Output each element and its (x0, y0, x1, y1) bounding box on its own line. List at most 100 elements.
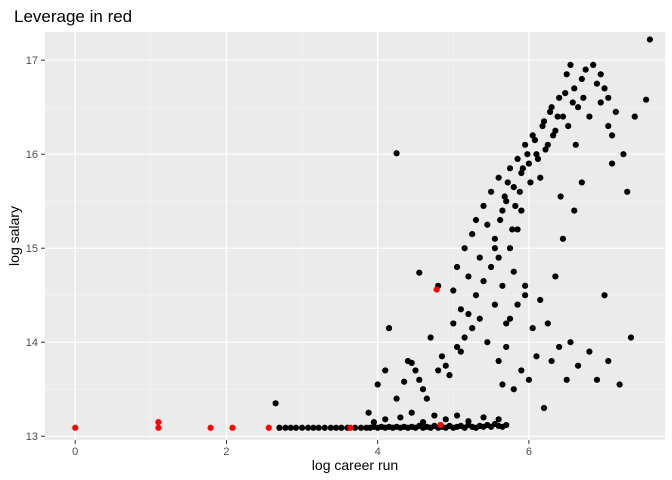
data-point (506, 165, 514, 172)
axis-ticks: 0 2 4 6 13 14 15 16 17 (26, 55, 532, 458)
data-point (484, 339, 491, 346)
data-point (472, 216, 480, 224)
high-leverage-point (207, 424, 214, 431)
data-point (597, 99, 604, 106)
high-leverage-point (433, 286, 440, 293)
data-point (484, 221, 491, 228)
data-point (593, 80, 601, 87)
y-axis-label: log salary (6, 206, 22, 266)
data-point (605, 122, 612, 130)
data-point (514, 226, 521, 233)
data-point (537, 174, 544, 181)
data-point (423, 395, 430, 402)
data-point (472, 292, 480, 299)
data-point (562, 90, 569, 97)
data-point (504, 179, 511, 186)
data-point (552, 127, 559, 134)
data-point (514, 301, 521, 308)
data-point (597, 71, 604, 78)
data-point (427, 334, 434, 341)
data-point (438, 353, 446, 360)
data-point (351, 424, 359, 431)
data-point (533, 353, 540, 360)
data-point (590, 61, 597, 69)
data-point (465, 273, 472, 280)
data-point (601, 85, 608, 92)
data-point (556, 343, 563, 351)
data-point (624, 188, 631, 195)
data-point (465, 310, 472, 318)
data-point (469, 231, 476, 238)
data-point (457, 306, 464, 313)
data-point (338, 424, 345, 431)
y-tick-label: 14 (26, 337, 38, 349)
data-point (548, 104, 555, 111)
data-point (315, 424, 322, 431)
data-point (554, 113, 561, 120)
data-point (608, 160, 616, 167)
data-point (542, 146, 549, 153)
data-point (480, 278, 487, 285)
data-point (572, 141, 579, 148)
data-point (529, 132, 536, 139)
x-tick-label: 2 (223, 446, 229, 458)
data-point (510, 184, 517, 191)
data-point (544, 141, 551, 148)
data-point (593, 376, 601, 383)
data-point (453, 263, 461, 271)
data-point (503, 198, 510, 205)
data-point (499, 381, 506, 388)
data-point (522, 282, 529, 289)
x-tick-label: 4 (375, 446, 381, 458)
data-point (416, 269, 423, 276)
data-point (453, 343, 461, 351)
data-point (491, 301, 498, 308)
data-point (385, 325, 393, 332)
data-point (461, 334, 468, 341)
data-point (401, 378, 408, 385)
data-point (419, 386, 427, 393)
x-axis-label: log career run (312, 457, 398, 473)
data-point (412, 367, 419, 374)
data-points (72, 36, 653, 431)
data-point (495, 254, 502, 261)
data-point (435, 367, 442, 374)
data-point (580, 94, 587, 101)
data-point (480, 202, 487, 210)
data-point (578, 75, 585, 83)
data-point (393, 395, 400, 402)
data-point (559, 235, 567, 242)
data-point (446, 372, 453, 379)
data-point (431, 412, 438, 419)
data-point (522, 292, 529, 299)
data-point (393, 150, 400, 157)
data-point (514, 155, 521, 163)
data-point (540, 404, 548, 412)
data-point (321, 424, 328, 431)
data-point (461, 245, 468, 252)
data-point (497, 216, 504, 224)
data-point (506, 315, 514, 322)
data-point (534, 155, 542, 163)
data-point (382, 367, 389, 374)
data-point (476, 254, 483, 261)
data-point (574, 362, 582, 369)
data-point (495, 416, 502, 423)
data-point (491, 235, 498, 242)
y-tick-label: 13 (26, 431, 38, 443)
data-point (480, 414, 487, 421)
y-tick-label: 17 (26, 55, 38, 67)
data-point (627, 334, 635, 341)
data-point (469, 325, 476, 332)
data-point (527, 179, 534, 186)
data-point (519, 165, 526, 172)
data-point (453, 412, 461, 419)
data-point (408, 359, 415, 367)
data-point (578, 179, 585, 186)
data-point (544, 320, 551, 327)
data-point (503, 421, 510, 429)
data-point (556, 94, 563, 101)
plot-panel (45, 32, 665, 440)
y-tick-label: 15 (26, 243, 38, 255)
